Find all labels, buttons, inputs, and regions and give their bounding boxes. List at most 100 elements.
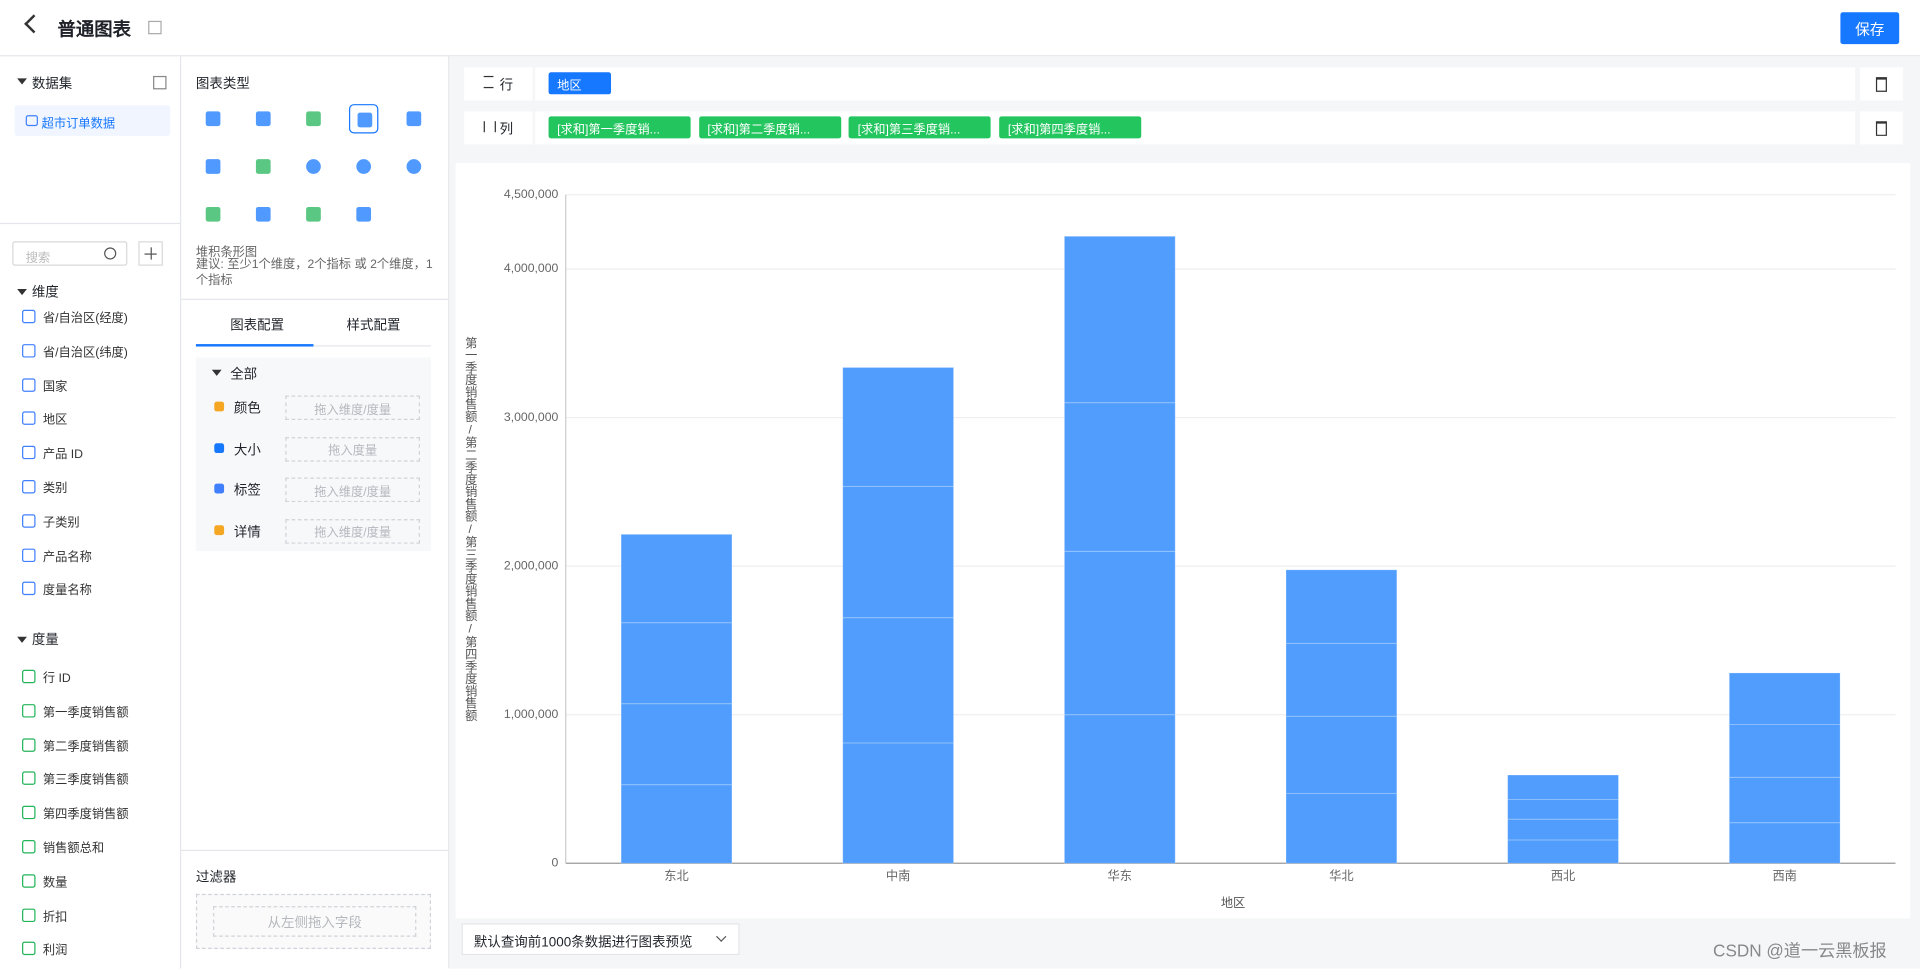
bar-segment	[842, 485, 955, 619]
col-label: 列	[499, 122, 514, 138]
bar-segment	[1728, 672, 1841, 725]
bar-segment	[1285, 792, 1398, 864]
dimension-field[interactable]: 产品 ID	[42, 448, 83, 462]
config-icon	[214, 401, 225, 412]
save-button[interactable]: 保存	[1840, 12, 1900, 45]
col-shelf-label: 列	[464, 111, 533, 145]
x-tick-label: 华东	[1108, 868, 1132, 883]
dataset-name: 超市订单数据	[41, 117, 116, 132]
col-field[interactable]: [求和]第三季度销...	[849, 116, 992, 139]
chart-type-option[interactable]	[198, 200, 227, 229]
bar-segment	[1507, 818, 1619, 841]
dimension-field[interactable]: 地区	[42, 414, 68, 428]
row-shelf-label: 行	[464, 67, 533, 101]
bar-segment	[842, 742, 955, 864]
config-drop[interactable]: 拖入维度/度量	[285, 518, 421, 544]
dimension-field[interactable]: 国家	[42, 380, 68, 394]
chart-type-option[interactable]	[349, 152, 378, 181]
filter-drop[interactable]: 从左侧拖入字段	[213, 906, 417, 937]
chart-type-hint: 建议: 至少1个维度，2个指标 或 2个维度，1个指标	[195, 258, 433, 288]
y-tick-label: 4,000,000	[504, 261, 559, 275]
y-tick-label: 3,000,000	[504, 410, 559, 424]
chart-type-option[interactable]	[399, 104, 428, 133]
measure-field[interactable]: 第一季度销售额	[42, 706, 129, 720]
watermark: CSDN @道一云黑板报	[1713, 940, 1887, 961]
config-drop[interactable]: 拖入度量	[285, 436, 421, 462]
col-field[interactable]: [求和]第一季度销...	[548, 116, 691, 139]
chart-type-option[interactable]	[299, 200, 328, 229]
page-title: 普通图表	[57, 19, 132, 41]
filter-title: 过滤器	[195, 870, 237, 886]
chart-type-option[interactable]	[198, 104, 227, 133]
field-icon	[22, 445, 36, 460]
search-box[interactable]: 搜索	[12, 241, 128, 266]
data-panel: 数据集 超市订单数据 搜索 维度 度量	[0, 56, 182, 969]
chart-type-name: 堆积条形图	[195, 246, 258, 260]
row-field[interactable]: 地区	[548, 72, 612, 95]
measure-field[interactable]: 折扣	[42, 910, 68, 924]
chart-type-option[interactable]	[249, 152, 278, 181]
measure-field[interactable]: 第二季度销售额	[42, 740, 129, 754]
config-drop[interactable]: 拖入维度/度量	[285, 477, 421, 503]
preview-select[interactable]: 默认查询前1000条数据进行图表预览	[461, 923, 740, 956]
x-tick-label: 中南	[886, 868, 910, 883]
field-icon	[22, 582, 36, 596]
tab-style-config[interactable]: 样式配置	[346, 318, 401, 334]
add-field[interactable]	[138, 241, 163, 266]
dataset-item[interactable]: 超市订单数据	[14, 105, 171, 136]
measure-field[interactable]: 数量	[42, 876, 68, 890]
col-field[interactable]: [求和]第四季度销...	[999, 116, 1142, 139]
x-tick-label: 西北	[1551, 869, 1575, 883]
measure-field[interactable]: 利润	[42, 944, 68, 959]
config-panel: 图表类型 堆积条形图 建议: 至少1个维度，2个指标 或 2个维度，1个指标 图…	[181, 56, 450, 969]
measure-field[interactable]: 行 ID	[42, 672, 71, 686]
chart-type-option[interactable]	[249, 104, 278, 133]
row-shelf	[535, 67, 1856, 101]
bar-segment	[620, 784, 733, 864]
chart-type-option[interactable]	[299, 104, 328, 133]
field-icon	[22, 343, 36, 358]
row-clear[interactable]	[1860, 67, 1903, 101]
chart-type-option[interactable]	[299, 152, 328, 181]
measure-field[interactable]: 第三季度销售额	[42, 774, 129, 788]
bar-segment	[1507, 799, 1619, 820]
col-field[interactable]: [求和]第二季度销...	[698, 116, 841, 139]
config-icon	[214, 483, 225, 494]
field-icon	[22, 840, 36, 854]
dimension-title: 维度	[31, 285, 59, 301]
config-label: 标签	[233, 483, 261, 499]
edit-icon[interactable]	[148, 20, 162, 35]
y-axis-title: 第一季度销售额/第二季度销售额/第三季度销售额/第四季度销售额	[463, 336, 477, 721]
header: 普通图表 保存	[0, 0, 1920, 57]
bar-segment	[1063, 550, 1176, 716]
dimension-field[interactable]: 子类别	[42, 516, 80, 530]
dimension-field[interactable]: 省/自治区(经度)	[42, 312, 128, 326]
chart-type-option[interactable]	[349, 200, 378, 229]
x-tick-label: 华北	[1329, 868, 1353, 883]
field-icon	[22, 669, 36, 684]
measure-field[interactable]: 第四季度销售额	[42, 808, 129, 822]
bar-segment	[1063, 235, 1176, 404]
measure-field[interactable]: 销售额总和	[42, 842, 105, 856]
dimension-field[interactable]: 省/自治区(纬度)	[42, 346, 128, 360]
chart-type-option[interactable]	[249, 200, 278, 229]
chart-type-option[interactable]	[198, 152, 227, 181]
dimension-field[interactable]: 度量名称	[42, 584, 92, 599]
chart-type-option[interactable]	[348, 104, 379, 134]
dimension-field[interactable]: 产品名称	[42, 550, 92, 564]
bar-segment	[620, 703, 733, 786]
field-icon	[22, 771, 36, 786]
config-label: 详情	[233, 524, 261, 540]
dimension-field[interactable]: 类别	[42, 482, 68, 496]
config-drop[interactable]: 拖入维度/度量	[285, 395, 421, 421]
col-clear[interactable]	[1860, 111, 1903, 145]
bar-segment	[620, 622, 733, 705]
chart-type-option[interactable]	[399, 152, 428, 181]
dataset-switch[interactable]	[153, 75, 167, 90]
field-icon	[22, 942, 36, 956]
tab-chart-config[interactable]: 图表配置	[230, 318, 285, 334]
x-tick-label: 东北	[664, 869, 688, 883]
bar-segment	[842, 366, 955, 487]
